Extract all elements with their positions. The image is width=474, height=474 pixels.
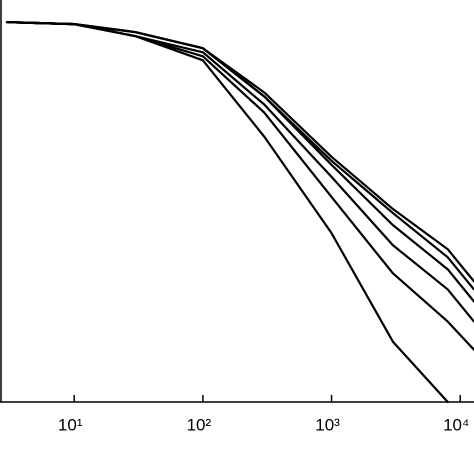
curve [5, 21, 474, 323]
x-tick-label: 10² [187, 415, 212, 434]
curve [5, 21, 474, 303]
curve [5, 21, 474, 283]
x-tick-label: 10¹ [58, 415, 83, 434]
x-tick-label: 10³ [315, 415, 340, 434]
x-tick-label: 10⁴ [443, 415, 469, 434]
curve [5, 21, 474, 291]
curve [5, 21, 474, 351]
